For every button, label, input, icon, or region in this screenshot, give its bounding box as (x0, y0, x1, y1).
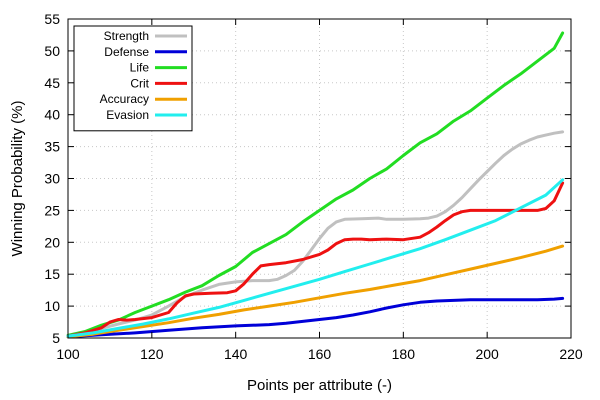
x-tick-label: 120 (140, 346, 164, 362)
series-line-evasion (66, 178, 565, 338)
x-axis-label: Points per attribute (-) (247, 377, 392, 394)
series-line-strength (66, 130, 565, 338)
legend-label-crit: Crit (130, 76, 149, 90)
y-tick-label: 20 (44, 234, 60, 250)
y-tick-label: 55 (44, 11, 60, 27)
x-tick-label: 160 (308, 346, 332, 362)
y-tick-label: 5 (52, 330, 60, 346)
y-tick-label: 40 (44, 107, 60, 123)
y-tick-label: 35 (44, 139, 60, 155)
series-line-accuracy (66, 244, 565, 339)
series-lines (66, 31, 565, 339)
series-line-defense (66, 296, 565, 339)
legend-label-life: Life (130, 61, 150, 75)
y-tick-label: 45 (44, 75, 60, 91)
legend-label-defense: Defense (104, 45, 149, 59)
x-tick-label: 140 (224, 346, 248, 362)
legend-label-evasion: Evasion (106, 108, 149, 122)
y-tick-label: 30 (44, 171, 60, 187)
x-tick-label: 180 (392, 346, 416, 362)
x-tick-label: 220 (559, 346, 583, 362)
x-tick-label: 100 (56, 346, 80, 362)
y-tick-label: 10 (44, 298, 60, 314)
y-tick-label: 25 (44, 202, 60, 218)
y-axis-label: Winning Probability (%) (9, 101, 26, 257)
series-line-crit (66, 181, 565, 338)
y-tick-label: 15 (44, 266, 60, 282)
legend-box (73, 25, 193, 132)
legend-label-strength: Strength (104, 29, 149, 43)
series-line-life (66, 31, 565, 337)
y-tick-label: 50 (44, 43, 60, 59)
axis-ticks: 100 120 140 160 180 200 220 5 10 15 20 25 30 35 40 45 50… (44, 11, 582, 362)
x-tick-label: 200 (475, 346, 499, 362)
legend-label-accuracy: Accuracy (100, 92, 149, 106)
